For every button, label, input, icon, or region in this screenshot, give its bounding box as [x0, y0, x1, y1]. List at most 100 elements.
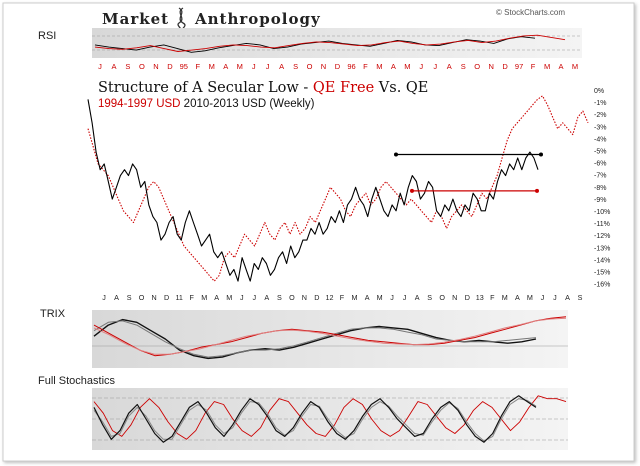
main-bottom-axis-label: 11 — [175, 293, 182, 302]
main-right-axis-label: -7% — [594, 173, 606, 180]
rsi-top-axis-label: J — [419, 62, 423, 71]
main-right-axis-label: -11% — [594, 221, 610, 228]
rsi-top-axis-label: 95 — [180, 62, 188, 71]
main-bottom-axis-label: O — [439, 293, 445, 302]
brand-name-first: Market — [102, 10, 169, 28]
trix-signal-1994-1997 — [93, 317, 567, 355]
annotation-red-endpoint — [410, 188, 414, 193]
main-right-axis-label: 0% — [594, 88, 604, 95]
main-bottom-axis-label: S — [427, 293, 432, 302]
main-bottom-axis-label: A — [264, 293, 269, 302]
trix-panel: TRIX — [40, 308, 568, 368]
main-bottom-axis-label: A — [415, 293, 420, 302]
main-right-axis-label: -6% — [594, 161, 606, 168]
rsi-top-axis-label: O — [474, 62, 480, 71]
main-bottom-axis-label: A — [515, 293, 520, 302]
rsi-top-axis-label: S — [125, 62, 130, 71]
main-bottom-axis-label: J — [102, 293, 106, 302]
main-bottom-axis-label: S — [277, 293, 282, 302]
rsi-top-axis-label: A — [558, 62, 563, 71]
main-title-plain: Structure of A Secular Low - — [98, 80, 313, 96]
main-bottom-axis-label: N — [151, 293, 156, 302]
main-bottom-axis-label: D — [314, 293, 319, 302]
rsi-top-axis-label: J — [98, 62, 102, 71]
rsi-top-axis-label: J — [266, 62, 270, 71]
main-bottom-axis-label: J — [390, 293, 394, 302]
rsi-top-axis-label: J — [433, 62, 437, 71]
rsi-top-axis-label: J — [252, 62, 256, 71]
rsi-top-axis-label: A — [391, 62, 396, 71]
main-bottom-axis-label: D — [164, 293, 169, 302]
main-right-axis-label: -3% — [594, 124, 606, 131]
main-bottom-axis-label: F — [340, 293, 345, 302]
annotation-red-endpoint — [535, 188, 539, 193]
main-bottom-axis-label: J — [553, 293, 557, 302]
brand-name-second: Anthropology — [194, 10, 321, 28]
main-bottom-axis-label: J — [240, 293, 244, 302]
rsi-top-axis-label: A — [111, 62, 116, 71]
rsi-top-axis-label: O — [307, 62, 313, 71]
rsi-top-axis-label: F — [363, 62, 368, 71]
page-card — [2, 2, 635, 462]
main-right-axis-label: -9% — [594, 197, 606, 204]
main-subtitle-black: 2010-2013 USD (Weekly) — [180, 98, 314, 110]
main-right-axis-label: -2% — [594, 112, 606, 119]
rsi-title: RSI — [38, 30, 56, 42]
rsi-top-axis-label: A — [279, 62, 284, 71]
main-bottom-axis-label: M — [226, 293, 232, 302]
main-bottom-axis-label: J — [541, 293, 545, 302]
main-line-1994-1997 — [87, 95, 589, 282]
main-right-axis-label: -16% — [594, 282, 610, 289]
rsi-top-axis-label: D — [335, 62, 341, 71]
watermark: © StockCharts.com — [496, 8, 565, 17]
main-bottom-axis-label: M — [352, 293, 358, 302]
main-bottom-axis-label: D — [465, 293, 470, 302]
main-right-axis-label: -10% — [594, 209, 610, 216]
main-panel: Structure of A Secular Low - QE Free Vs.… — [87, 80, 610, 302]
main-bottom-axis-label: J — [253, 293, 257, 302]
main-bottom-axis-label: A — [365, 293, 370, 302]
rsi-top-axis-label: N — [153, 62, 158, 71]
main-bottom-axis-label: 12 — [326, 293, 334, 302]
main-bottom-axis-label: 13 — [476, 293, 484, 302]
main-bottom-axis-label: A — [565, 293, 570, 302]
stochastics-line-1994-1997 — [93, 395, 567, 440]
rsi-panel: RSI J A S O N D 95 F M A M J J A S O N D 96 F M A M J J A S O N D 97 F M… — [38, 28, 582, 71]
main-bottom-axis-label: S — [127, 293, 132, 302]
rsi-top-axis-label: N — [321, 62, 326, 71]
brand-logo: Market Anthropology — [102, 7, 321, 33]
trix-title: TRIX — [40, 308, 66, 320]
main-bottom-axis-label: N — [302, 293, 307, 302]
trix-plot-area — [92, 310, 568, 368]
annotation-black-endpoint — [394, 152, 398, 157]
main-line-2010-2013 — [87, 99, 539, 282]
rsi-top-axis-label: M — [209, 62, 215, 71]
rsi-top-axis-label: D — [502, 62, 508, 71]
rsi-top-axis-label: M — [404, 62, 410, 71]
rsi-top-axis-label: A — [223, 62, 228, 71]
main-bottom-axis-label: A — [214, 293, 219, 302]
rsi-top-axis-label: F — [531, 62, 536, 71]
stochastics-line-2010-2013 — [93, 395, 537, 443]
stochastics-panel: Full Stochastics — [38, 375, 568, 450]
main-bottom-axis-label: M — [527, 293, 533, 302]
main-bottom-axis-label: S — [578, 293, 583, 302]
rsi-top-axis-label: M — [376, 62, 382, 71]
rsi-top-axis-label: 97 — [515, 62, 523, 71]
main-right-axis-label: -15% — [594, 270, 610, 277]
main-right-axis-label: -4% — [594, 136, 606, 143]
main-bottom-axis-label: N — [452, 293, 457, 302]
rsi-top-axis-label: M — [544, 62, 550, 71]
rsi-top-axis-label: N — [488, 62, 493, 71]
rsi-top-axis-label: M — [237, 62, 243, 71]
main-bottom-axis-label: F — [490, 293, 495, 302]
annotation-black-endpoint — [539, 152, 543, 157]
main-right-axis-label: -12% — [594, 233, 610, 240]
main-bottom-axis-label: J — [403, 293, 407, 302]
main-bottom-axis-label: A — [114, 293, 119, 302]
main-subtitle: 1994-1997 USD 2010-2013 USD (Weekly) — [98, 98, 315, 110]
main-title-red: QE Free — [313, 80, 374, 96]
rsi-top-axis-label: 96 — [347, 62, 355, 71]
main-bottom-axis-label: O — [289, 293, 295, 302]
